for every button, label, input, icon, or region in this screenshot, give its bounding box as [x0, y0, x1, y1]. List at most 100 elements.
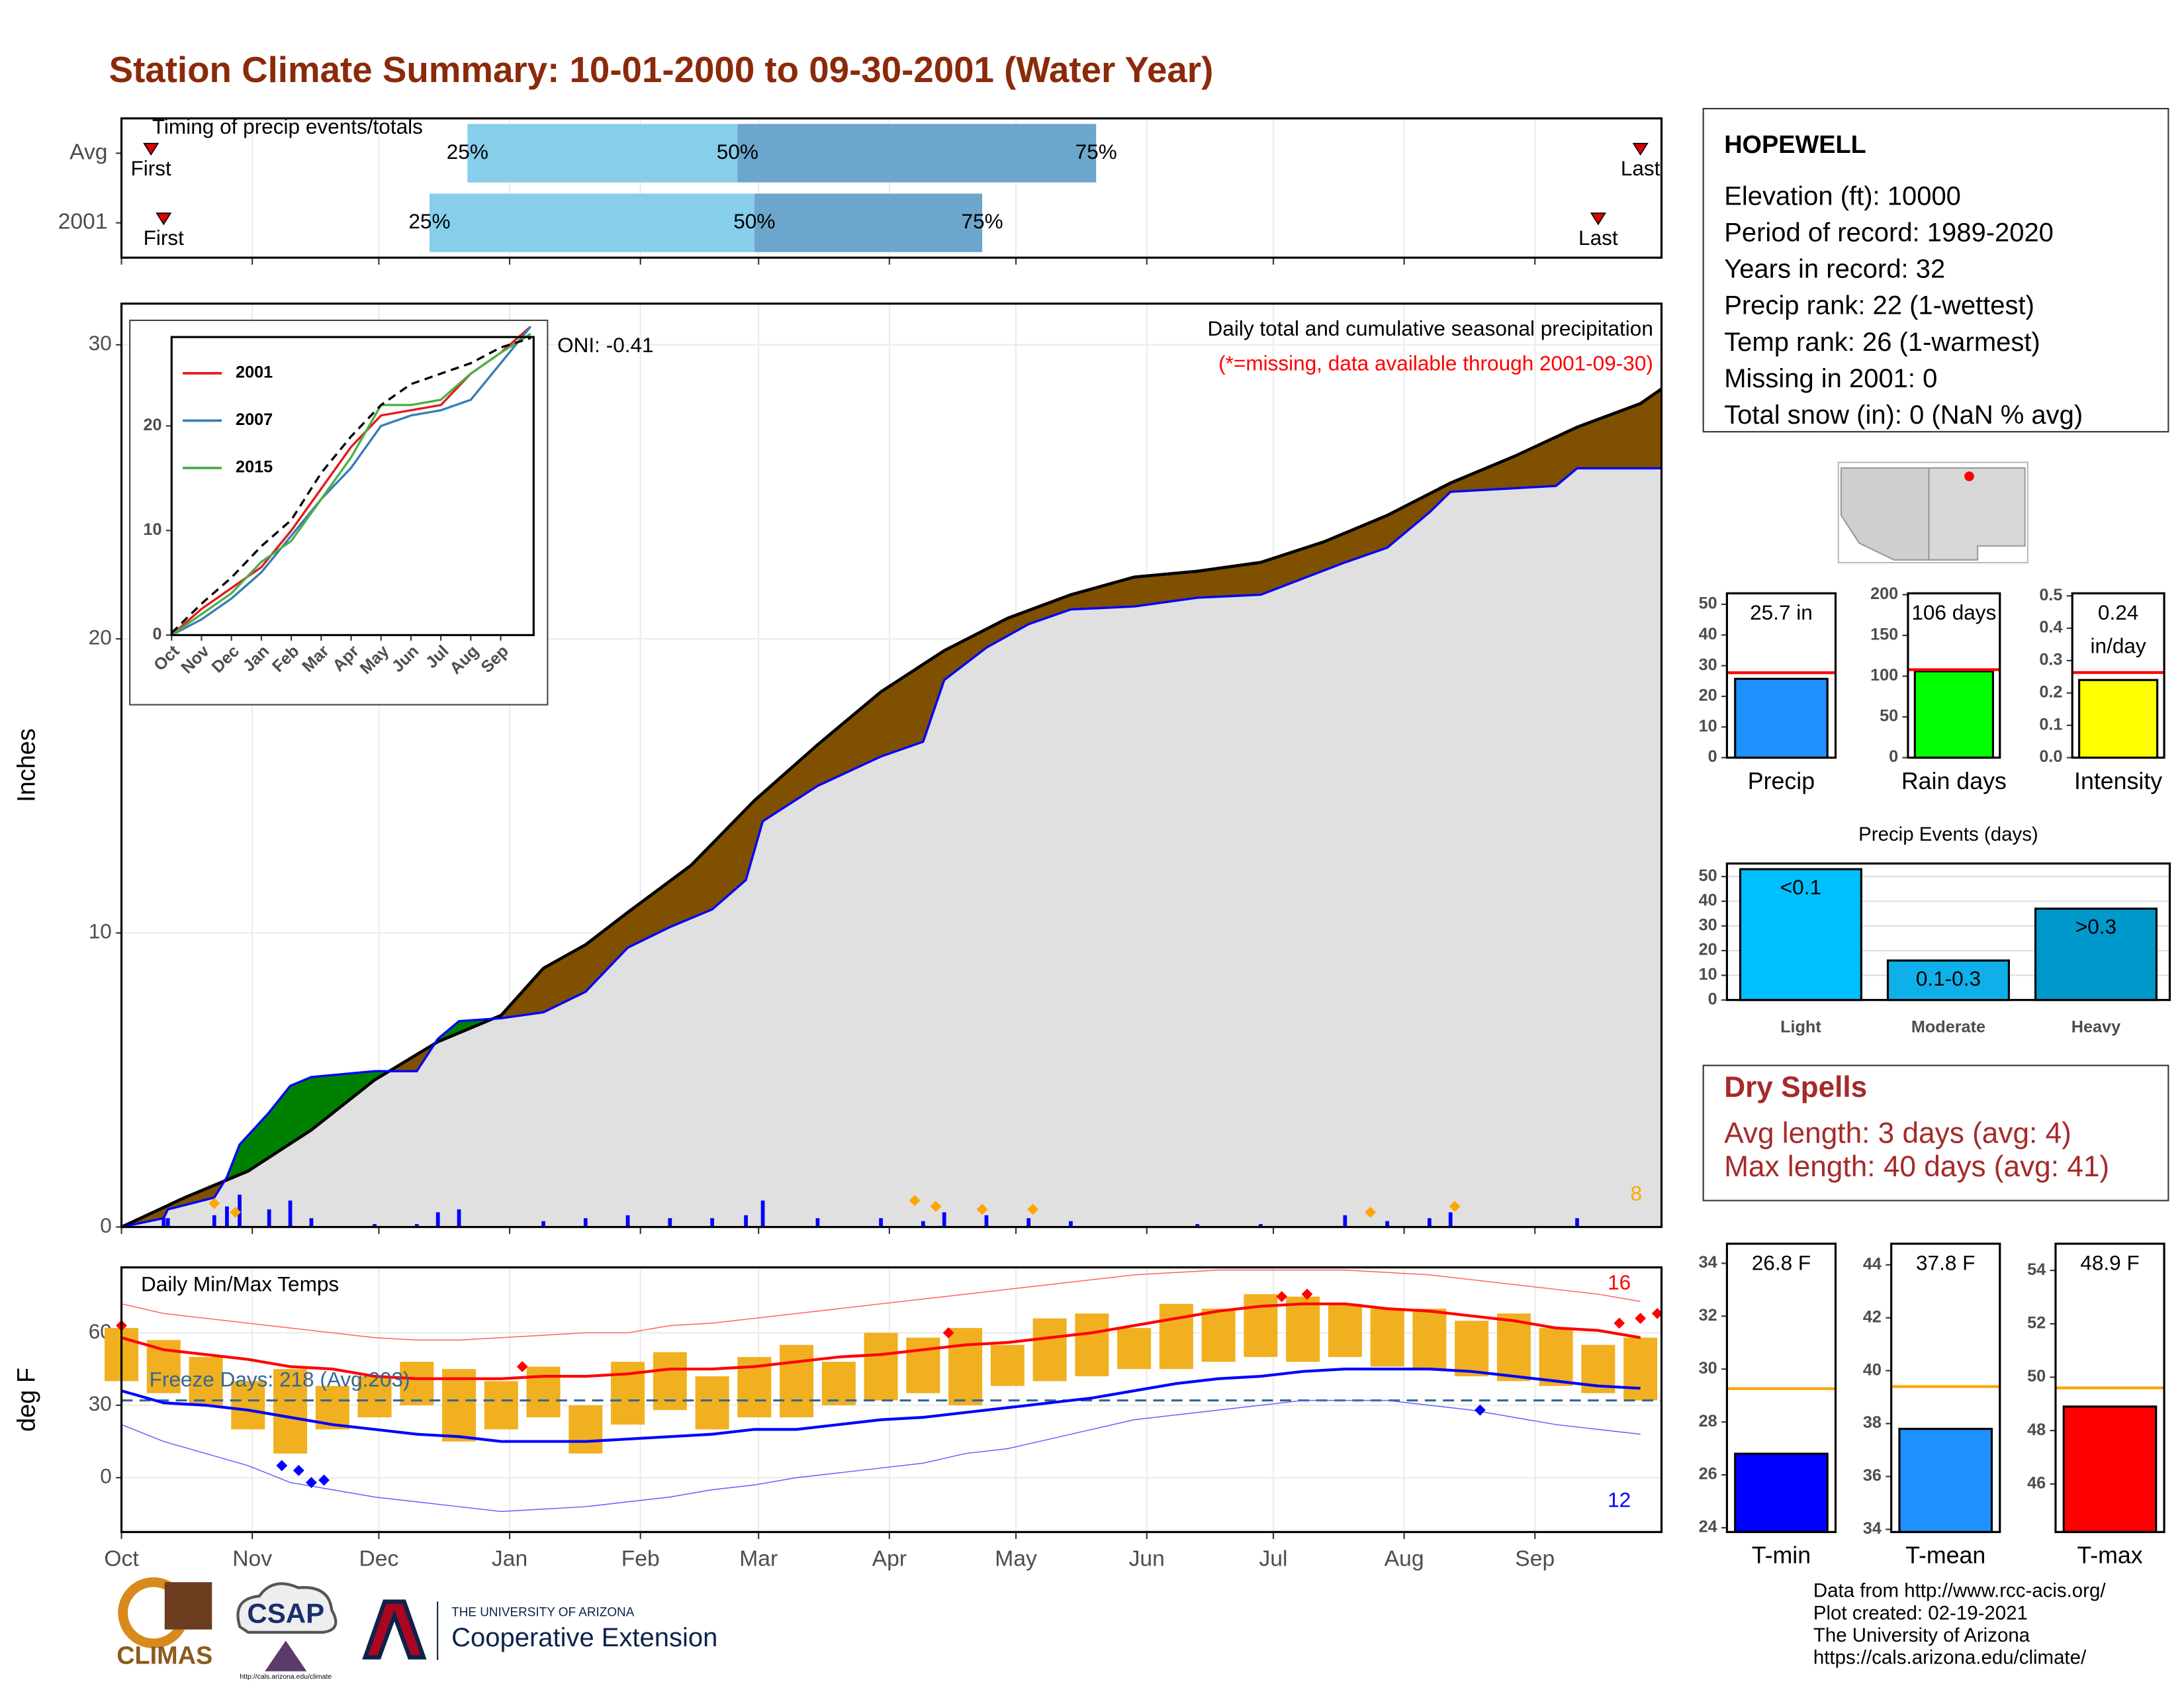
- panel-frame: [2054, 1243, 2165, 1533]
- temp-line: [120, 1302, 1641, 1380]
- bar: [1739, 868, 1862, 1002]
- panel-title: Daily total and cumulative seasonal prec…: [1208, 316, 1653, 340]
- daily-temp-range: [442, 1369, 477, 1442]
- y-tick-label: 40: [1699, 625, 1717, 643]
- oni-annotation: ONI: -0.41: [557, 333, 654, 357]
- y-tick-label: 50: [1699, 867, 1717, 885]
- daily-temp-range: [990, 1344, 1024, 1386]
- y-tick-label: 0.4: [2039, 618, 2062, 637]
- daily-precip-bar: [984, 1215, 989, 1227]
- y-tick-label: 20: [89, 625, 112, 649]
- y-tick-label: 0.0: [2039, 747, 2062, 766]
- daily-temp-range: [1496, 1313, 1531, 1382]
- category-label: Moderate: [1911, 1017, 1985, 1036]
- daily-precip-bar: [583, 1218, 588, 1227]
- event-marker: [1632, 142, 1649, 156]
- y-tick-label: 36: [1863, 1466, 1882, 1485]
- x-tick-label: Feb: [621, 1546, 660, 1571]
- panel-frame: [1907, 592, 2001, 759]
- panel-frame: [120, 1266, 1663, 1533]
- csap-mountain: [265, 1640, 307, 1671]
- y-axis-label: Inches: [13, 728, 41, 802]
- marker-label: 75%: [1075, 140, 1117, 164]
- y-tick-label: 48: [2027, 1421, 2046, 1439]
- bar: [2062, 1405, 2158, 1533]
- daily-temp-range: [400, 1362, 434, 1405]
- record-diamond: [1635, 1313, 1647, 1324]
- station-info: Total snow (in): 0 (NaN % avg): [1724, 400, 2083, 430]
- climas-emblem: [164, 1582, 212, 1630]
- y-tick-label: 34: [1863, 1519, 1882, 1538]
- quartile-bar: [467, 124, 738, 183]
- daily-precip-bar: [165, 1218, 170, 1227]
- x-tick-label: Jun: [1129, 1546, 1165, 1571]
- daily-temp-range: [780, 1344, 814, 1418]
- daily-temp-range: [1117, 1328, 1152, 1370]
- y-tick-label: 10: [1699, 965, 1717, 984]
- category-label: T-min: [1752, 1542, 1811, 1569]
- y-tick-label: 100: [1870, 666, 1898, 684]
- daily-precip-bar: [1448, 1212, 1453, 1227]
- daily-temp-range: [484, 1381, 518, 1430]
- daily-temp-range: [821, 1362, 856, 1405]
- daily-precip-bar: [1428, 1218, 1432, 1227]
- quartile-bar: [737, 124, 1097, 183]
- value-label-line: 0.24: [2098, 600, 2138, 624]
- csap-logo: CSAP: [247, 1598, 324, 1629]
- record-count: 12: [1608, 1487, 1631, 1511]
- marker-label: 50%: [733, 209, 775, 233]
- y-tick-label: 0.3: [2039, 651, 2062, 669]
- daily-temp-range: [189, 1356, 223, 1405]
- y-tick-label: 30: [1699, 655, 1717, 674]
- marker-label: First: [131, 156, 172, 180]
- daily-precip-bar: [435, 1212, 440, 1227]
- value-label-line: in/day: [2091, 634, 2146, 658]
- bar: [1734, 677, 1829, 759]
- y-tick-label: 30: [1699, 915, 1717, 934]
- panel-frame: [120, 117, 1663, 259]
- row-label: 2001: [58, 210, 108, 234]
- daily-precip-bar: [1069, 1221, 1073, 1227]
- logos: CLIMAS CSAP http://cals.arizona.edu/clim…: [116, 1577, 717, 1681]
- x-tick-label: May: [995, 1546, 1037, 1571]
- y-tick-label: 30: [89, 331, 112, 355]
- y-tick-label: 0: [100, 1464, 112, 1488]
- daily-temp-range: [1201, 1308, 1236, 1362]
- station-info: Precip rank: 22 (1-wettest): [1724, 291, 2034, 320]
- series-line: [171, 326, 532, 636]
- record-diamond: [293, 1464, 304, 1476]
- value-label: 26.8 F: [1752, 1251, 1811, 1275]
- ua-logo: [362, 1599, 427, 1660]
- y-tick-label: 20: [1699, 941, 1717, 959]
- record-count: 16: [1608, 1270, 1631, 1294]
- marker-label: 50%: [717, 140, 758, 164]
- bin-label: <0.1: [1780, 875, 1821, 899]
- station-location: [1964, 471, 1974, 481]
- event-diamond: [1449, 1201, 1461, 1212]
- panel-frame: [2071, 592, 2165, 759]
- event-marker: [1590, 212, 1606, 226]
- y-tick-label: 24: [1699, 1518, 1717, 1536]
- ua-name: THE UNIVERSITY OF ARIZONA: [451, 1605, 635, 1619]
- x-tick-label: Mar: [739, 1546, 778, 1571]
- marker-label: First: [144, 226, 185, 250]
- daily-temp-range: [1032, 1318, 1067, 1382]
- category-label: Precip: [1748, 768, 1815, 794]
- panel-frame: [1890, 1243, 2001, 1533]
- record-diamond: [276, 1460, 288, 1472]
- bar: [2078, 679, 2159, 759]
- marker-label: Last: [1621, 156, 1661, 180]
- dry-spells-line: Avg length: 3 days (avg: 4): [1724, 1117, 2071, 1149]
- daily-precip-bar: [1258, 1224, 1263, 1227]
- x-tick-label: Aug: [1385, 1546, 1424, 1571]
- y-axis-label: deg F: [13, 1368, 41, 1432]
- daily-temp-range: [1244, 1294, 1278, 1357]
- y-tick-label: 0: [100, 1213, 112, 1237]
- daily-temp-range: [1159, 1303, 1193, 1370]
- record-diamond: [306, 1477, 317, 1489]
- daily-precip-bar: [1575, 1218, 1579, 1227]
- daily-temp-range: [1623, 1337, 1658, 1401]
- record-diamond: [1276, 1291, 1288, 1303]
- y-tick-label: 46: [2027, 1474, 2046, 1492]
- daily-precip-bar: [225, 1206, 229, 1227]
